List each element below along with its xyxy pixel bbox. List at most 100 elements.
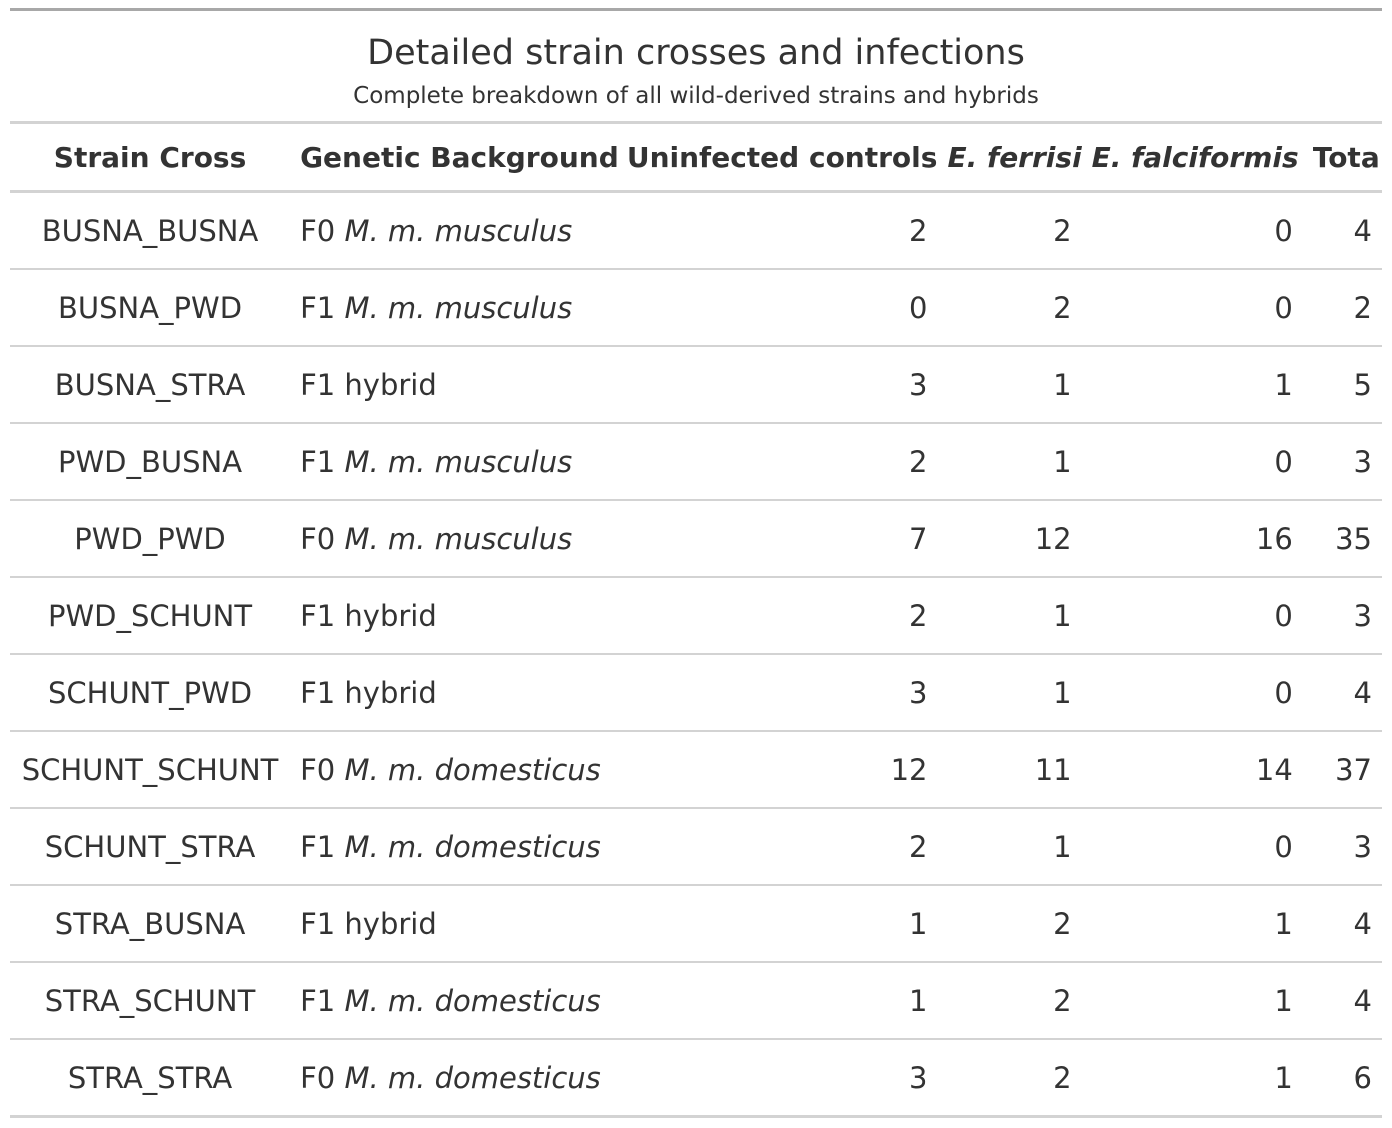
- table-body: BUSNA_BUSNA F0 M. m. musculus 2 2 0 4 BUSNA_PW…: [10, 191, 1382, 1118]
- cell-genetic-background: F0 M. m. domesticus: [290, 1039, 617, 1118]
- cell-e-falciformis: 1: [1081, 346, 1303, 424]
- cell-strain-cross: BUSNA_PWD: [10, 269, 291, 347]
- cell-e-ferrisi: 2: [937, 269, 1082, 347]
- cell-genetic-background: F1 M. m. musculus: [290, 269, 617, 347]
- cell-uninfected-controls: 2: [616, 577, 938, 655]
- cell-e-ferrisi: 1: [937, 577, 1082, 655]
- cell-total: 35: [1302, 500, 1382, 578]
- col-header-e-falciformis: E. falciformis: [1081, 124, 1303, 193]
- table-heading: Detailed strain crosses and infections C…: [10, 11, 1382, 124]
- background-prefix: F1: [300, 829, 336, 864]
- background-species: M. m. musculus: [344, 444, 573, 479]
- cell-strain-cross: STRA_BUSNA: [10, 885, 291, 963]
- cell-total: 37: [1302, 731, 1382, 809]
- cell-total: 3: [1302, 808, 1382, 886]
- cell-e-falciformis: 0: [1081, 423, 1303, 501]
- background-prefix: F1: [300, 983, 336, 1018]
- col-header-strain-cross: Strain Cross: [10, 124, 291, 193]
- cell-e-ferrisi: 1: [937, 808, 1082, 886]
- cell-e-falciformis: 1: [1081, 885, 1303, 963]
- cell-strain-cross: SCHUNT_SCHUNT: [10, 731, 291, 809]
- cell-e-falciformis: 0: [1081, 191, 1303, 270]
- background-species: M. m. musculus: [344, 521, 573, 556]
- header-row: Strain Cross Genetic Background Uninfect…: [10, 124, 1382, 193]
- background-prefix: F0: [300, 752, 336, 787]
- cell-e-falciformis: 0: [1081, 269, 1303, 347]
- cell-strain-cross: PWD_SCHUNT: [10, 577, 291, 655]
- table-subtitle: Complete breakdown of all wild-derived s…: [353, 83, 1039, 109]
- cell-uninfected-controls: 12: [616, 731, 938, 809]
- cell-genetic-background: F1 M. m. musculus: [290, 423, 617, 501]
- cell-e-falciformis: 16: [1081, 500, 1303, 578]
- table-row: STRA_STRA F0 M. m. domesticus 3 2 1 6: [10, 1039, 1382, 1118]
- cell-total: 4: [1302, 654, 1382, 732]
- strain-table-container: Detailed strain crosses and infections C…: [10, 8, 1382, 1118]
- cell-strain-cross: BUSNA_BUSNA: [10, 191, 291, 270]
- col-header-genetic-background: Genetic Background: [290, 124, 617, 193]
- top-rule: [10, 8, 1382, 11]
- cell-total: 3: [1302, 423, 1382, 501]
- background-species: M. m. domesticus: [344, 983, 601, 1018]
- cell-e-falciformis: 1: [1081, 962, 1303, 1040]
- table-row: BUSNA_STRA F1 hybrid 3 1 1 5: [10, 346, 1382, 424]
- cell-total: 4: [1302, 962, 1382, 1040]
- table-row: STRA_BUSNA F1 hybrid 1 2 1 4: [10, 885, 1382, 963]
- cell-uninfected-controls: 3: [616, 1039, 938, 1118]
- cell-total: 6: [1302, 1039, 1382, 1118]
- background-prefix: F0: [300, 1060, 336, 1095]
- cell-e-ferrisi: 2: [937, 1039, 1082, 1118]
- cell-strain-cross: BUSNA_STRA: [10, 346, 291, 424]
- cell-total: 5: [1302, 346, 1382, 424]
- table-row: PWD_PWD F0 M. m. musculus 7 12 16 35: [10, 500, 1382, 578]
- background-species: M. m. domesticus: [344, 1060, 601, 1095]
- cell-e-ferrisi: 2: [937, 962, 1082, 1040]
- background-prefix: F0: [300, 521, 336, 556]
- strain-table: Strain Cross Genetic Background Uninfect…: [10, 124, 1382, 1118]
- table-row: STRA_SCHUNT F1 M. m. domesticus 1 2 1 4: [10, 962, 1382, 1040]
- background-species: M. m. domesticus: [344, 752, 601, 787]
- background-prefix: F1: [300, 444, 336, 479]
- cell-e-ferrisi: 12: [937, 500, 1082, 578]
- cell-e-ferrisi: 1: [937, 346, 1082, 424]
- cell-genetic-background: F1 M. m. domesticus: [290, 808, 617, 886]
- background-species: M. m. musculus: [344, 290, 573, 325]
- background-prefix: F1 hybrid: [300, 906, 437, 941]
- background-prefix: F1: [300, 290, 336, 325]
- table-title: Detailed strain crosses and infections: [367, 33, 1025, 73]
- table-row: SCHUNT_SCHUNT F0 M. m. domesticus 12 11 14 37: [10, 731, 1382, 809]
- cell-uninfected-controls: 2: [616, 808, 938, 886]
- cell-total: 4: [1302, 885, 1382, 963]
- cell-strain-cross: PWD_BUSNA: [10, 423, 291, 501]
- table-row: SCHUNT_PWD F1 hybrid 3 1 0 4: [10, 654, 1382, 732]
- cell-genetic-background: F1 hybrid: [290, 577, 617, 655]
- table-row: SCHUNT_STRA F1 M. m. domesticus 2 1 0 3: [10, 808, 1382, 886]
- cell-total: 4: [1302, 191, 1382, 270]
- cell-uninfected-controls: 7: [616, 500, 938, 578]
- cell-strain-cross: STRA_SCHUNT: [10, 962, 291, 1040]
- background-prefix: F1 hybrid: [300, 598, 437, 633]
- cell-uninfected-controls: 3: [616, 346, 938, 424]
- cell-e-falciformis: 1: [1081, 1039, 1303, 1118]
- cell-total: 2: [1302, 269, 1382, 347]
- cell-genetic-background: F0 M. m. musculus: [290, 500, 617, 578]
- cell-e-ferrisi: 11: [937, 731, 1082, 809]
- col-header-total: Total: [1302, 124, 1382, 193]
- cell-genetic-background: F1 hybrid: [290, 654, 617, 732]
- cell-e-falciformis: 0: [1081, 808, 1303, 886]
- cell-e-falciformis: 0: [1081, 577, 1303, 655]
- cell-e-ferrisi: 2: [937, 191, 1082, 270]
- cell-uninfected-controls: 1: [616, 885, 938, 963]
- cell-genetic-background: F0 M. m. musculus: [290, 191, 617, 270]
- background-prefix: F1 hybrid: [300, 367, 437, 402]
- cell-uninfected-controls: 3: [616, 654, 938, 732]
- cell-e-ferrisi: 1: [937, 423, 1082, 501]
- cell-genetic-background: F1 hybrid: [290, 885, 617, 963]
- cell-uninfected-controls: 2: [616, 191, 938, 270]
- cell-e-falciformis: 14: [1081, 731, 1303, 809]
- cell-uninfected-controls: 2: [616, 423, 938, 501]
- background-species: M. m. domesticus: [344, 829, 601, 864]
- background-species: M. m. musculus: [344, 213, 573, 248]
- background-prefix: F0: [300, 213, 336, 248]
- cell-strain-cross: SCHUNT_STRA: [10, 808, 291, 886]
- cell-total: 3: [1302, 577, 1382, 655]
